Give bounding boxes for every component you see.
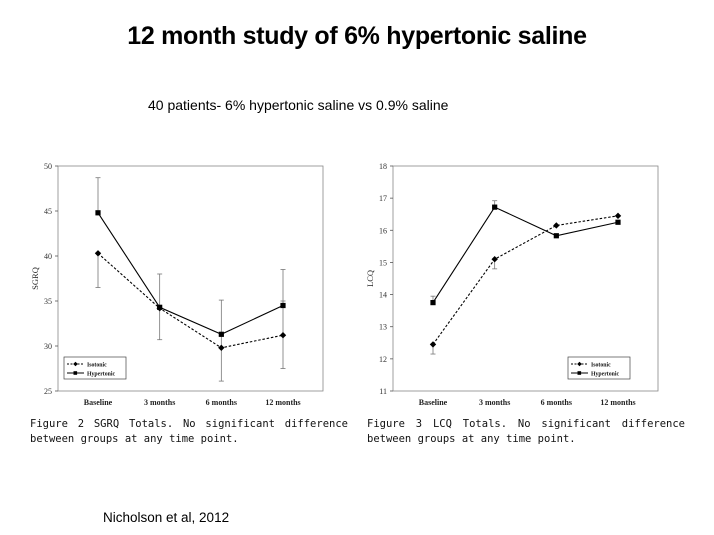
lcq-x-tick-label: 3 months <box>479 398 510 407</box>
lcq-legend-hypertonic-label: Hypertonic <box>591 371 619 377</box>
lcq-y-tick-label: 15 <box>379 258 387 267</box>
sgrq-x-tick-label: Baseline <box>84 398 113 407</box>
sgrq-y-tick-label: 25 <box>44 387 52 396</box>
lcq-hypertonic-point <box>430 300 436 306</box>
lcq-x-tick-label: 6 months <box>541 398 572 407</box>
sgrq-isotonic-line <box>97 252 284 349</box>
sgrq-isotonic-point <box>279 332 287 339</box>
lcq-isotonic-point <box>553 222 560 229</box>
lcq-y-tick-label: 11 <box>379 387 387 396</box>
lcq-isotonic-point <box>491 256 498 263</box>
figure-2-caption: Figure 2 SGRQ Totals. No significant dif… <box>30 418 348 445</box>
sgrq-hypertonic-point <box>280 302 286 309</box>
lcq-legend-box <box>567 356 631 380</box>
sgrq-hypertonic-point <box>95 210 101 216</box>
lcq-hypertonic-point <box>615 219 621 225</box>
sgrq-y-tick-label: 40 <box>44 252 52 261</box>
sgrq-isotonic-point <box>218 344 225 351</box>
lcq-y-tick-label: 18 <box>379 162 387 171</box>
lcq-x-tick-label: Baseline <box>419 398 448 407</box>
sgrq-x-tick-label: 6 months <box>206 398 237 407</box>
sgrq-chart: 25 30 35 40 45 50 SGRQ Baseline 3 months 6 months… <box>30 162 324 407</box>
lcq-legend-hypertonic-marker <box>577 371 582 375</box>
citation: Nicholson et al, 2012 <box>103 510 230 525</box>
slide-subtitle: 40 patients- 6% hypertonic saline vs 0.9… <box>148 97 449 113</box>
lcq-y-tick-label: 13 <box>379 323 387 332</box>
lcq-chart: 11 12 13 14 15 16 17 18 LCQ Baseline 3 months 6 mon… <box>365 162 659 407</box>
sgrq-legend-hypertonic-marker <box>73 371 78 375</box>
sgrq-legend-isotonic-label: Isotonic <box>87 362 107 368</box>
slide-title: 12 month study of 6% hypertonic saline <box>127 22 587 50</box>
sgrq-legend-box <box>63 356 127 380</box>
sgrq-y-tick-label: 50 <box>44 162 52 171</box>
lcq-y-tick-label: 12 <box>379 355 387 364</box>
lcq-y-tick-label: 16 <box>379 226 387 235</box>
sgrq-legend-isotonic-marker <box>73 361 78 367</box>
lcq-hypertonic-point <box>553 233 559 239</box>
lcq-isotonic-point <box>429 341 437 348</box>
sgrq-hypertonic-line <box>97 212 284 335</box>
sgrq-x-tick-label: 3 months <box>144 398 175 407</box>
sgrq-hypertonic-point <box>157 304 163 310</box>
sgrq-y-axis-label: SGRQ <box>30 267 40 290</box>
sgrq-y-tick-label: 30 <box>44 342 52 351</box>
lcq-y-tick-label: 17 <box>379 194 387 203</box>
sgrq-x-tick-label: 12 months <box>265 398 300 407</box>
sgrq-y-tick-label: 45 <box>44 207 52 216</box>
sgrq-y-tick-label: 35 <box>44 297 52 306</box>
lcq-isotonic-line <box>432 215 619 345</box>
lcq-hypertonic-line <box>432 206 619 303</box>
lcq-y-axis-label: LCQ <box>365 270 375 287</box>
sgrq-hypertonic-point <box>218 331 224 337</box>
lcq-y-tick-label: 14 <box>379 291 387 300</box>
lcq-legend-isotonic-label: Isotonic <box>591 362 611 368</box>
sgrq-legend-hypertonic-label: Hypertonic <box>87 371 115 377</box>
lcq-hypertonic-point <box>492 204 498 210</box>
figure-3-caption: Figure 3 LCQ Totals. No significant diff… <box>367 418 685 445</box>
lcq-x-tick-label: 12 months <box>600 398 635 407</box>
lcq-isotonic-point <box>614 212 622 220</box>
sgrq-isotonic-point <box>94 250 102 257</box>
lcq-plot-frame <box>392 165 659 392</box>
sgrq-plot-frame <box>57 165 324 392</box>
